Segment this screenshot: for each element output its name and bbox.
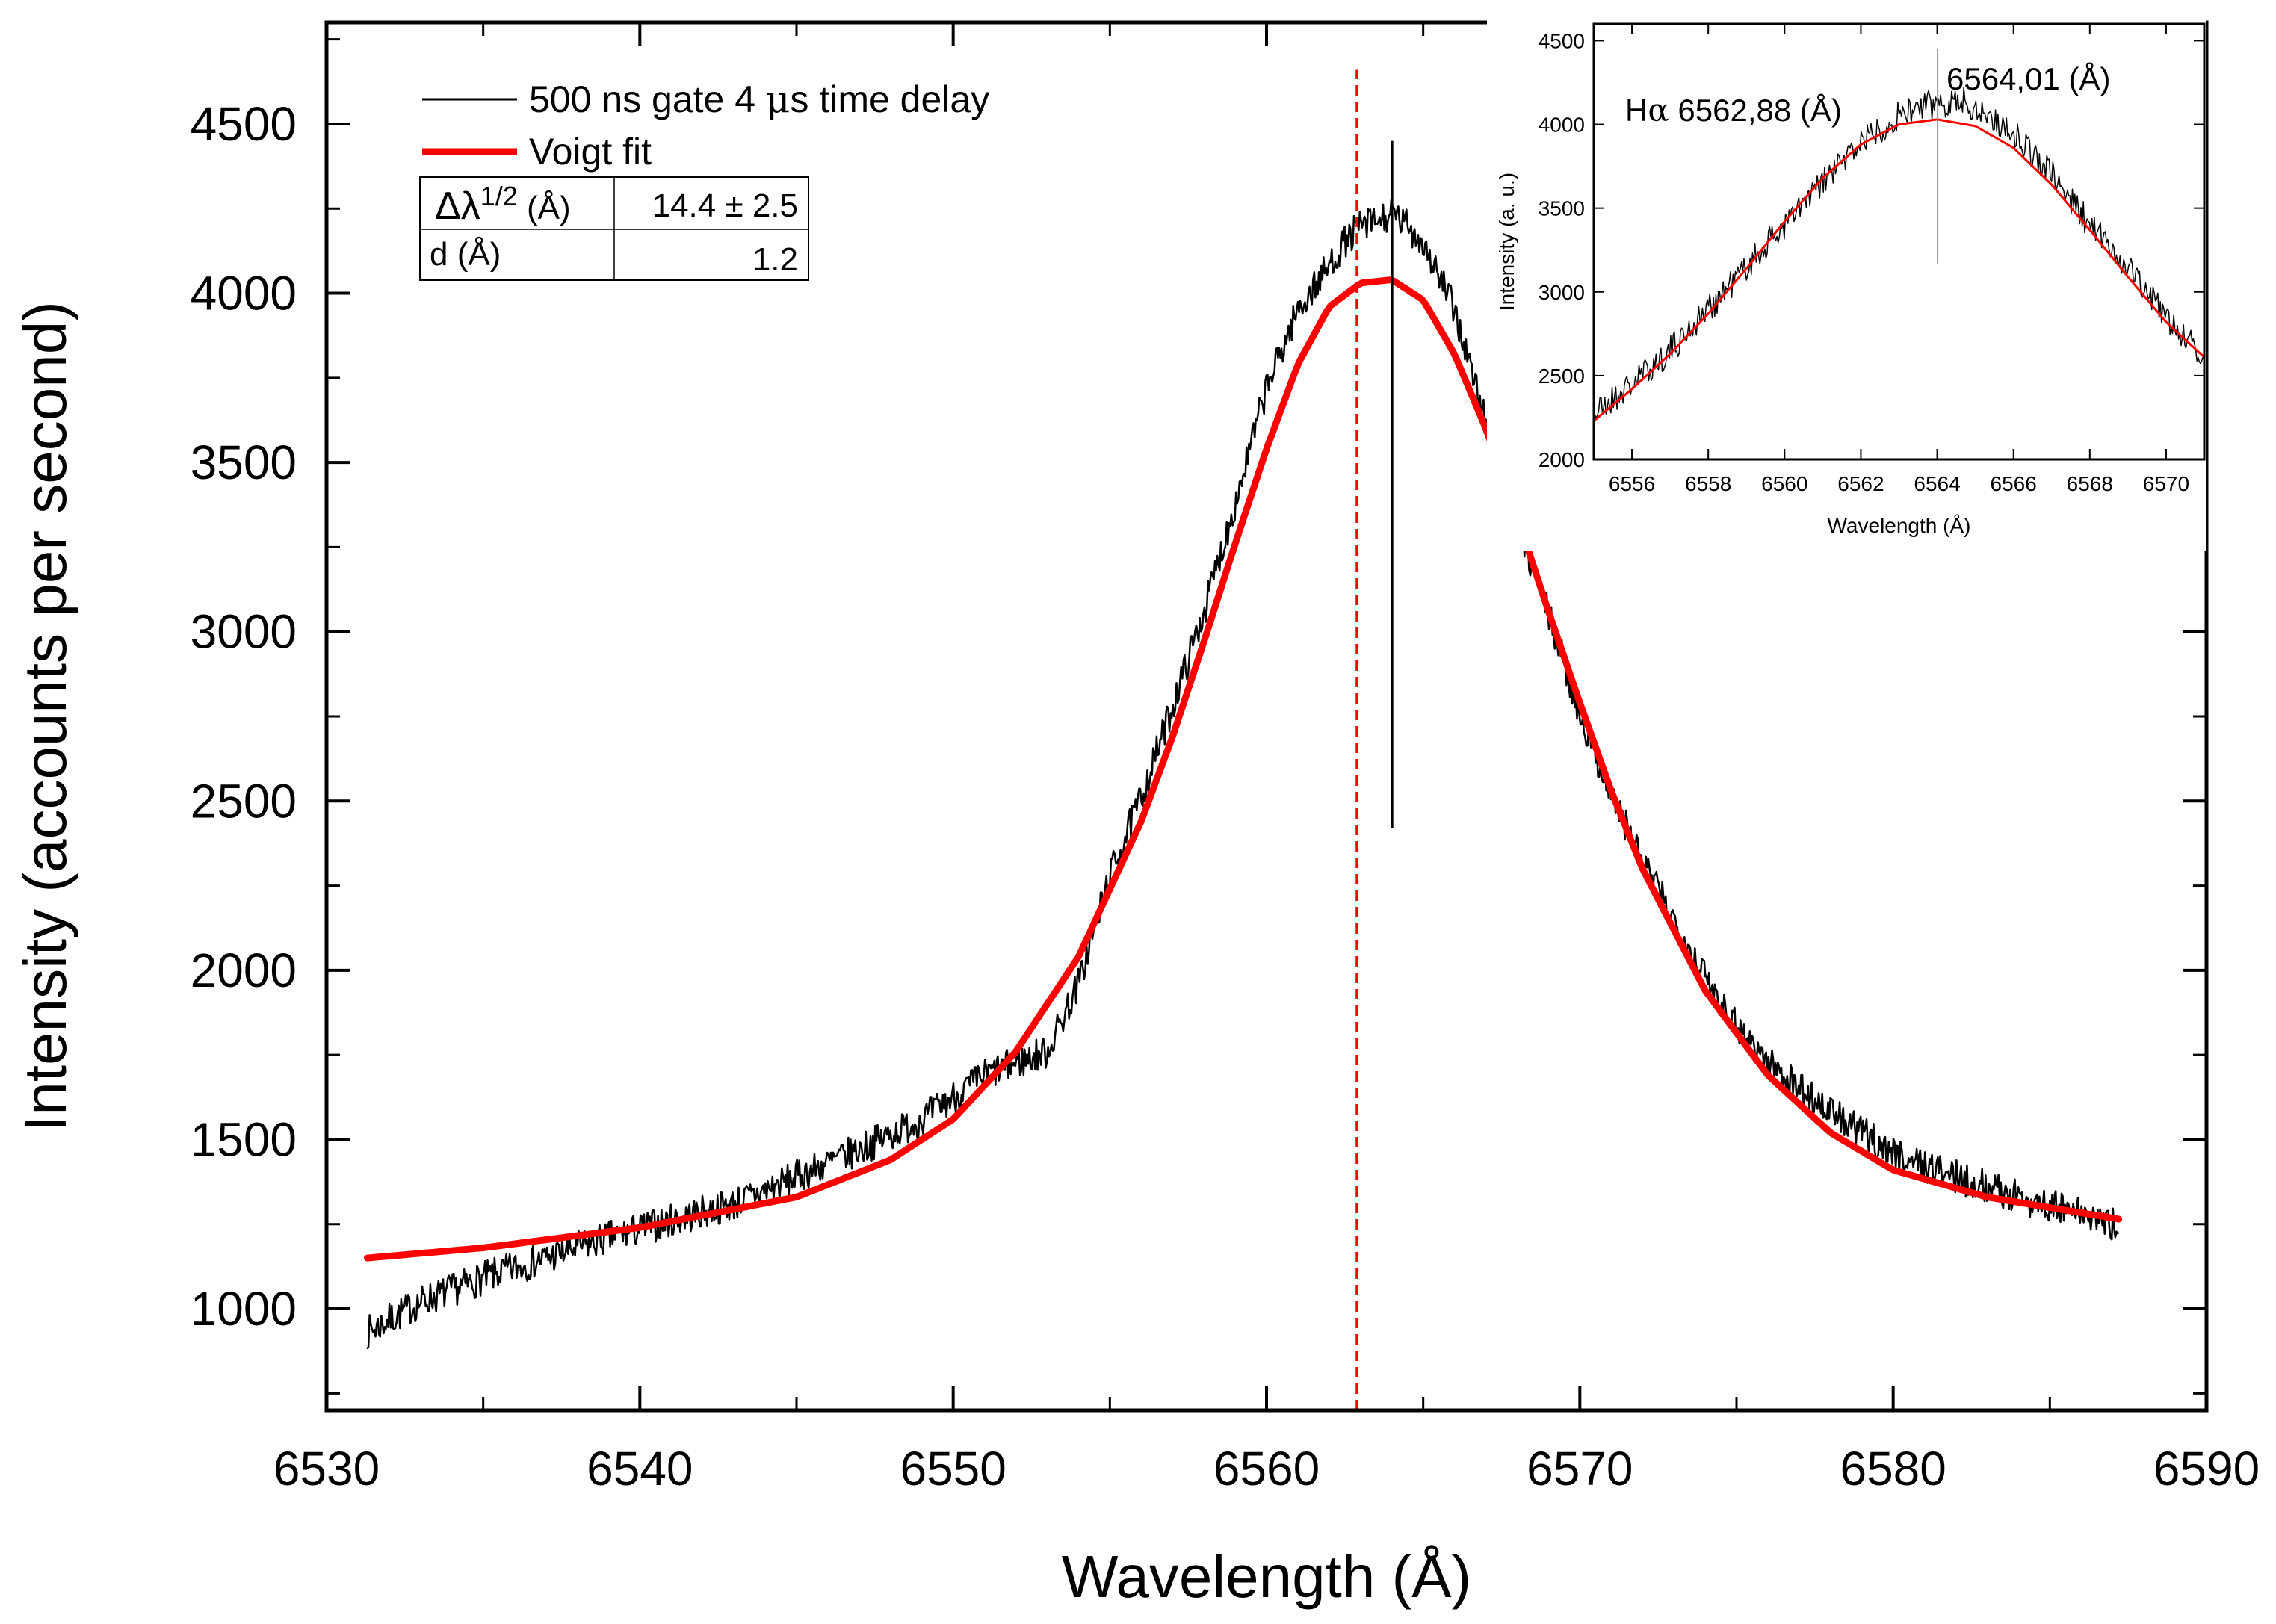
inset-y-axis-title: Intensity (a. u.) bbox=[1495, 173, 1518, 311]
inset-series-line-fit bbox=[1593, 118, 2206, 422]
inset-y-tick-label: 2000 bbox=[1539, 448, 1585, 471]
series-line-voigt-fit bbox=[364, 276, 2123, 1262]
legend-label-voigt: Voigt fit bbox=[529, 131, 652, 173]
x-axis-title: Wavelength (Å) bbox=[1062, 1543, 1471, 1610]
inset-plot: 6556 6558 6560 6562 6564 6566 6568 6570 2000 2500… bbox=[1487, 13, 2206, 551]
x-tick-label: 6590 bbox=[2153, 1442, 2260, 1496]
x-tick-label: 6560 bbox=[1213, 1442, 1320, 1496]
inset-tick-labels-layer: 6556 6558 6560 6562 6564 6566 6568 6570 2000 2500… bbox=[1539, 29, 2189, 495]
inset-plot-frame bbox=[1592, 22, 2206, 461]
fit-table-param-width: Δλ1/2 (Å) bbox=[435, 181, 571, 228]
inset-background bbox=[1487, 13, 2206, 551]
inset-y-tick-label: 4500 bbox=[1539, 29, 1585, 52]
x-tick-label: 6580 bbox=[1840, 1442, 1946, 1496]
inset-y-tick-label: 3500 bbox=[1539, 197, 1585, 220]
inset-y-tick-label: 2500 bbox=[1539, 365, 1585, 388]
y-tick-label: 2000 bbox=[191, 943, 297, 997]
inset-ticks-layer bbox=[1594, 24, 2204, 460]
inset-x-tick-label: 6560 bbox=[1761, 472, 1807, 495]
inset-series-layer bbox=[1593, 87, 2206, 422]
main-series-layer bbox=[364, 198, 2123, 1350]
main-markers-layer bbox=[1355, 69, 1394, 1410]
y-tick-label: 1000 bbox=[191, 1282, 297, 1336]
series-line-measured bbox=[366, 198, 2120, 1350]
x-tick-label: 6540 bbox=[587, 1442, 693, 1496]
y-tick-label: 3500 bbox=[191, 436, 297, 489]
fit-parameter-table: Δλ1/2 (Å) 14.4 ± 2.5 d (Å) 1.2 bbox=[419, 176, 809, 281]
y-axis-title: Intensity (accounts per second) bbox=[12, 301, 78, 1132]
x-tick-label: 6550 bbox=[900, 1442, 1006, 1496]
x-tick-label: 6570 bbox=[1527, 1442, 1633, 1496]
inset-x-tick-label: 6556 bbox=[1609, 472, 1655, 495]
main-tick-labels-layer: 6530 6540 6550 6560 6570 6580 6590 1000 1500 2000… bbox=[191, 97, 2260, 1496]
fit-table-value-width: 14.4 ± 2.5 bbox=[652, 187, 798, 224]
legend-label-measured: 500 ns gate 4 μs time delay bbox=[529, 78, 989, 121]
inset-x-tick-label: 6558 bbox=[1685, 472, 1731, 495]
inset-x-tick-label: 6562 bbox=[1837, 472, 1884, 495]
inset-x-tick-label: 6566 bbox=[1991, 472, 2037, 495]
inset-series-line-measured bbox=[1593, 87, 2205, 420]
y-tick-label: 2500 bbox=[191, 774, 297, 828]
inset-y-tick-label: 4000 bbox=[1539, 114, 1585, 137]
legend: 500 ns gate 4 μs time delay Voigt fit bbox=[422, 78, 989, 173]
inset-x-tick-label: 6568 bbox=[2067, 472, 2113, 495]
inset-x-tick-label: 6570 bbox=[2143, 472, 2189, 495]
inset-y-tick-label: 3000 bbox=[1539, 281, 1585, 304]
inset-annotation-h-alpha: Hα 6562,88 (Å) bbox=[1625, 92, 1842, 128]
inset-x-tick-label: 6564 bbox=[1914, 472, 1960, 495]
fit-table-param-d: d (Å) bbox=[430, 236, 501, 273]
inset-annotation-peak: 6564,01 (Å) bbox=[1946, 61, 2110, 96]
x-tick-label: 6530 bbox=[273, 1442, 380, 1496]
inset-x-axis-title: Wavelength (Å) bbox=[1828, 514, 1971, 537]
y-tick-label: 4500 bbox=[191, 97, 297, 151]
y-tick-label: 4000 bbox=[191, 267, 297, 320]
fit-table-value-d: 1.2 bbox=[752, 241, 798, 278]
main-plot: 6530 6540 6550 6560 6570 6580 6590 1000 1500 2000… bbox=[12, 20, 2260, 1610]
y-tick-label: 1500 bbox=[191, 1112, 297, 1166]
y-tick-label: 3000 bbox=[191, 605, 297, 659]
